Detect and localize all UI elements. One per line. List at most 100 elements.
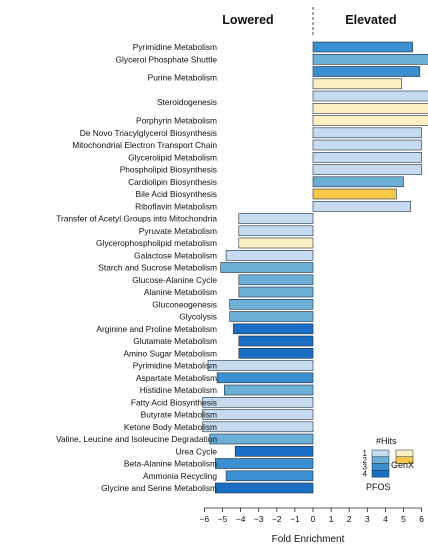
elevated-header: Elevated <box>345 13 396 27</box>
bar-urea-cycle-pfos <box>234 445 314 457</box>
legend-level-label: 2 <box>363 456 368 465</box>
x-tick-label: 3 <box>365 514 370 524</box>
bar-arginine-and-proline-metabolism-pfos <box>233 323 314 335</box>
category-label: Glycerol Phosphate Shuttle <box>116 54 218 64</box>
category-label: Bile Acid Biosynthesis <box>136 189 217 199</box>
bar-mitochondrial-electron-transport-chain-pfos <box>312 139 422 151</box>
x-tick-label: 0 <box>311 514 316 524</box>
legend-swatch-genx-1 <box>395 449 414 458</box>
category-label: Histidine Metabolism <box>140 385 217 395</box>
bar-purine-metabolism-genx <box>312 78 402 90</box>
category-label: Glycolysis <box>179 312 217 322</box>
bar-galactose-metabolism-pfos <box>225 250 314 261</box>
category-label: Glucose-Alanine Cycle <box>132 275 217 285</box>
x-tick-label: 1 <box>329 514 334 524</box>
bar-aspartate-metabolism-pfos <box>216 372 314 384</box>
bars-layer <box>202 41 428 494</box>
bar-glycolysis-pfos <box>229 311 314 322</box>
legend-swatch-pfos-2 <box>371 456 390 464</box>
bar-glycerophospholipid-metabolism-genx <box>238 237 314 249</box>
bar-histidine-metabolism-pfos <box>224 384 314 396</box>
category-label: De Novo Triacylglycerol Biosynthesis <box>80 128 217 138</box>
legend-swatch-genx-2 <box>395 456 414 464</box>
bar-phospholipid-biosynthesis-pfos <box>312 164 422 175</box>
legend-level-label: 3 <box>363 463 368 472</box>
bar-glutamate-metabolism-pfos <box>238 335 314 347</box>
bar-fatty-acid-biosynthesis-pfos <box>202 396 314 408</box>
bar-transfer-of-acetyl-groups-into-mitochondria-pfos <box>238 213 314 224</box>
bar-alanine-metabolism-pfos <box>238 286 314 298</box>
category-label: Valine, Leucine and Isoleucine Degradati… <box>56 434 217 444</box>
legend-level-label: 1 <box>363 449 368 458</box>
x-tick-label: −1 <box>290 514 300 524</box>
bar-pyrimidine-metabolism-pfos <box>207 360 314 371</box>
x-tick-label: −5 <box>218 514 228 524</box>
x-axis-title: Fold Enrichment <box>272 534 345 545</box>
legend-level-label: 4 <box>363 469 368 478</box>
category-label: Gluconeogenesis <box>152 299 217 309</box>
category-label: Fatty Acid Biosynthesis <box>131 397 217 407</box>
x-tick-label: 2 <box>347 514 352 524</box>
bar-pyruvate-metabolism-pfos <box>238 225 314 237</box>
category-label: Glycerolipid Metabolism <box>128 152 217 162</box>
category-label: Butyrate Metabolism <box>141 410 217 420</box>
bar-gluconeogenesis-pfos <box>229 298 314 310</box>
lowered-header: Lowered <box>222 13 273 27</box>
bar-steroidogenesis-pfos <box>312 90 428 102</box>
x-tick-label: 6 <box>419 514 424 524</box>
category-label: Cardiolipin Biosynthesis <box>128 177 217 187</box>
legend-genx-label: GenX <box>391 460 414 470</box>
bar-ammonia-recycling-pfos <box>225 470 314 482</box>
category-label: Ammonia Recycling <box>143 471 217 481</box>
bar-steroidogenesis-genx <box>312 103 428 114</box>
category-label: Beta-Alanine Metabolism <box>124 459 217 469</box>
category-label: Steroidogenesis <box>157 97 217 107</box>
category-label: Transfer of Acetyl Groups into Mitochond… <box>56 214 217 224</box>
x-tick-label: 5 <box>401 514 406 524</box>
category-label: Mitochondrial Electron Transport Chain <box>72 140 217 150</box>
category-label: Galactose Metabolism <box>134 250 217 260</box>
x-tick-label: −2 <box>272 514 282 524</box>
category-label: Pyruvate Metabolism <box>139 226 217 236</box>
bar-purine-metabolism-pfos <box>312 66 421 77</box>
legend-swatch-pfos-4 <box>371 470 390 478</box>
bar-ketone-body-metabolism-pfos <box>202 421 314 433</box>
category-label: Glutamate Metabolism <box>133 336 217 346</box>
bar-amino-sugar-metabolism-pfos <box>238 347 314 359</box>
x-tick-label: 4 <box>383 514 388 524</box>
category-label: Pyrimidine Metabolism <box>133 361 217 371</box>
legend-title: #Hits <box>376 436 397 446</box>
bar-glucose-alanine-cycle-pfos <box>238 274 314 286</box>
category-label: Arginine and Proline Metabolism <box>96 324 217 334</box>
bar-riboflavin-metabolism-pfos <box>312 201 411 212</box>
category-label: Urea Cycle <box>176 446 218 456</box>
bar-de-novo-triacylglycerol-biosynthesis-pfos <box>312 127 422 139</box>
bar-valine-leucine-and-isoleucine-degradation-pfos <box>209 433 314 445</box>
legend-swatch-pfos-3 <box>371 463 390 471</box>
legend-swatch-pfos-1 <box>371 449 390 458</box>
bar-bile-acid-biosynthesis-genx <box>312 188 397 200</box>
bar-cardiolipin-biosynthesis-pfos <box>312 176 404 188</box>
category-label: Glycine and Serine Metabolism <box>101 483 217 493</box>
bar-butyrate-metabolism-pfos <box>202 409 314 420</box>
x-axis: −6 −5 −4 −3 −2 −1 0 1 2 3 4 5 6 <box>200 507 424 524</box>
category-label: Starch and Sucrose Metabolism <box>98 263 217 273</box>
bar-glycerol-phosphate-shuttle-pfos <box>312 53 428 65</box>
category-labels: Pyrimidine Metabolism Glycerol Phosphate … <box>56 42 217 493</box>
bar-porphyrin-metabolism-genx <box>312 115 428 126</box>
category-label: Porphyrin Metabolism <box>136 116 217 126</box>
category-label: Phospholipid Biosynthesis <box>120 165 217 175</box>
category-label: Ketone Body Metabolism <box>124 422 217 432</box>
category-label: Glycerophospholipid metabolism <box>96 238 217 248</box>
category-label: Amino Sugar Metabolism <box>123 348 217 358</box>
bar-glycine-and-serine-metabolism-pfos <box>215 482 314 494</box>
category-label: Alanine Metabolism <box>144 287 217 297</box>
bar-pyrimidine-metabolism-pfos <box>312 41 413 53</box>
legend-pfos-label: PFOS <box>366 482 391 492</box>
bar-starch-and-sucrose-metabolism-pfos <box>220 262 314 273</box>
category-label: Purine Metabolism <box>148 73 217 83</box>
x-tick-label: −3 <box>254 514 264 524</box>
bar-beta-alanine-metabolism-pfos <box>215 458 314 469</box>
category-label: Aspartate Metabolism <box>136 373 217 383</box>
